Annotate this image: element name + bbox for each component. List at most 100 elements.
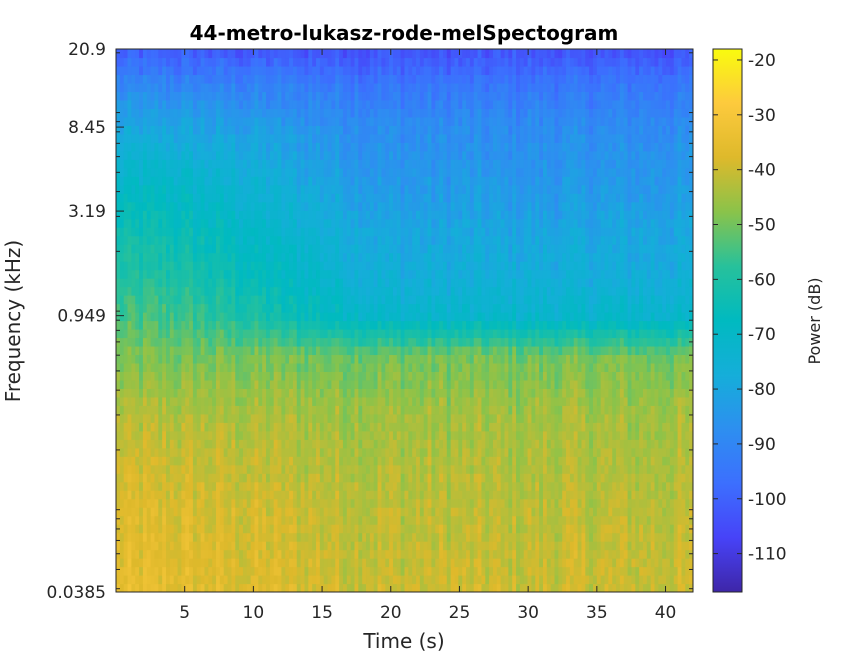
- spectrogram-cell: [192, 82, 198, 93]
- spectrogram-cell: [342, 464, 348, 474]
- spectrogram-cell: [231, 235, 236, 245]
- spectrogram-cell: [116, 456, 121, 466]
- spectrogram-cell: [231, 464, 236, 474]
- spectrogram-cell: [354, 116, 359, 126]
- spectrogram-cell: [346, 91, 352, 101]
- spectrogram-cell: [185, 379, 190, 389]
- spectrogram-cell: [150, 74, 156, 84]
- spectrogram-cell: [173, 210, 179, 220]
- spectrogram-cell: [281, 125, 286, 135]
- spectrogram-cell: [266, 142, 271, 152]
- spectrogram-cell: [342, 447, 348, 457]
- spectrogram-cell: [389, 583, 394, 592]
- spectrogram-cell: [181, 566, 186, 576]
- spectrogram-cell: [358, 125, 363, 135]
- spectrogram-cell: [304, 108, 309, 118]
- spectrogram-cell: [181, 396, 186, 406]
- spectrogram-cell: [300, 473, 306, 483]
- spectrogram-cell: [208, 464, 213, 474]
- spectrogram-cell: [162, 456, 167, 466]
- spectrogram-cell: [154, 405, 159, 415]
- spectrogram-cell: [227, 312, 232, 322]
- spectrogram-cell: [273, 566, 279, 576]
- spectrogram-cell: [404, 74, 409, 84]
- spectrogram-cell: [269, 362, 275, 372]
- spectrogram-cell: [177, 362, 182, 372]
- spectrogram-cell: [262, 133, 267, 143]
- spectrogram-cell: [146, 507, 152, 517]
- spectrogram-cell: [235, 320, 240, 330]
- spectrogram-cell: [212, 82, 217, 93]
- spectrogram-cell: [242, 125, 248, 135]
- spectrogram-cell: [373, 337, 379, 347]
- spectrogram-cell: [158, 473, 163, 483]
- spectrogram-cell: [304, 74, 309, 84]
- spectrogram-cell: [227, 396, 232, 406]
- spectrogram-cell: [242, 456, 248, 466]
- spectrogram-cell: [169, 549, 175, 559]
- spectrogram-cell: [139, 379, 144, 389]
- spectrogram-cell: [323, 337, 329, 347]
- spectrogram-cell: [350, 413, 356, 423]
- spectrogram-cell: [177, 201, 182, 211]
- spectrogram-cell: [404, 447, 409, 457]
- spectrogram-cell: [142, 481, 148, 491]
- spectrogram-cell: [354, 481, 359, 491]
- spectrogram-cell: [216, 133, 221, 143]
- spectrogram-cell: [273, 405, 279, 415]
- spectrogram-cell: [362, 269, 367, 279]
- spectrogram-cell: [127, 558, 132, 568]
- spectrogram-cell: [258, 176, 263, 186]
- spectrogram-cell: [123, 549, 129, 559]
- spectrogram-cell: [246, 82, 252, 93]
- spectrogram-column: [162, 49, 167, 592]
- spectrogram-cell: [250, 490, 256, 500]
- spectrogram-cell: [296, 303, 302, 313]
- spectrogram-cell: [389, 142, 394, 152]
- spectrogram-cell: [181, 430, 186, 440]
- spectrogram-column: [239, 49, 244, 592]
- spectrogram-cell: [212, 91, 217, 101]
- spectrogram-cell: [327, 269, 333, 279]
- spectrogram-cell: [200, 49, 206, 59]
- spectrogram-cell: [212, 337, 217, 347]
- spectrogram-cell: [362, 91, 367, 101]
- spectrogram-cell: [342, 295, 348, 305]
- spectrogram-cell: [262, 413, 267, 423]
- spectrogram-cell: [300, 379, 306, 389]
- spectrogram-cell: [331, 439, 336, 449]
- spectrogram-cell: [319, 193, 325, 203]
- spectrogram-cell: [373, 269, 379, 279]
- spectrogram-cell: [208, 99, 213, 109]
- spectrogram-cell: [350, 524, 356, 534]
- spectrogram-cell: [408, 507, 413, 517]
- spectrogram-cell: [235, 524, 240, 534]
- spectrogram-cell: [316, 278, 321, 288]
- spectrogram-cell: [269, 388, 275, 398]
- spectrogram-cell: [219, 201, 225, 211]
- spectrogram-cell: [223, 184, 229, 194]
- spectrogram-cell: [373, 235, 379, 245]
- spectrogram-cell: [177, 405, 182, 415]
- spectrogram-cell: [177, 532, 182, 542]
- spectrogram-cell: [408, 532, 413, 542]
- spectrogram-cell: [392, 490, 398, 500]
- spectrogram-cell: [173, 201, 179, 211]
- spectrogram-cell: [285, 193, 290, 203]
- spectrogram-cell: [281, 447, 286, 457]
- spectrogram-cell: [135, 269, 140, 279]
- spectrogram-cell: [242, 558, 248, 568]
- spectrogram-cell: [131, 261, 136, 271]
- spectrogram-cell: [131, 354, 136, 364]
- spectrogram-cell: [389, 91, 394, 101]
- spectrogram-cell: [373, 541, 379, 551]
- spectrogram-cell: [262, 532, 267, 542]
- spectrogram-cell: [392, 108, 398, 118]
- spectrogram-cell: [354, 201, 359, 211]
- spectrogram-cell: [392, 142, 398, 152]
- spectrogram-cell: [400, 218, 406, 228]
- spectrogram-cell: [362, 303, 367, 313]
- spectrogram-cell: [242, 371, 248, 381]
- spectrogram-cell: [323, 549, 329, 559]
- spectrogram-cell: [208, 218, 213, 228]
